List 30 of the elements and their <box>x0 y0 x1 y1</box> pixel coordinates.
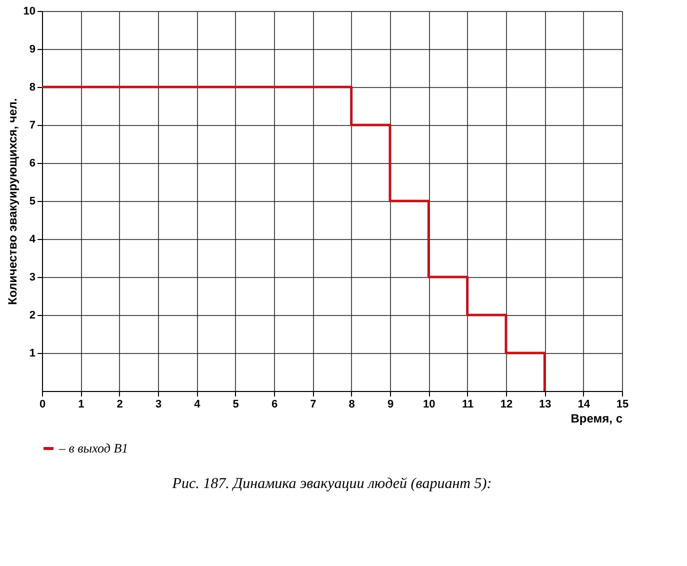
y-tick-label: 1 <box>29 348 36 360</box>
x-tick-label: 8 <box>348 398 355 410</box>
x-tick-label: 7 <box>310 398 316 410</box>
x-tick-label: 0 <box>39 398 46 410</box>
x-axis-title: Время, с <box>570 412 623 426</box>
y-tick-label: 4 <box>29 234 36 246</box>
y-tick-label: 10 <box>23 6 36 18</box>
x-tick-label: 10 <box>423 398 436 410</box>
x-tick-label: 12 <box>500 398 513 410</box>
x-tick-label: 11 <box>462 398 474 410</box>
y-tick-label: 3 <box>29 272 36 284</box>
x-tick-label: 13 <box>539 398 552 410</box>
y-tick-label: 8 <box>29 82 36 94</box>
x-tick-label: 2 <box>116 398 123 410</box>
x-tick-label: 15 <box>616 398 629 410</box>
x-tick-label: 1 <box>78 398 84 410</box>
x-tick-label: 6 <box>271 398 278 410</box>
y-tick-label: 2 <box>29 310 36 322</box>
y-tick-label: 9 <box>29 44 36 56</box>
x-tick-label: 9 <box>387 398 394 410</box>
y-tick-label: 5 <box>29 196 36 208</box>
x-tick-label: 14 <box>578 398 591 410</box>
x-tick-label: 3 <box>155 398 162 410</box>
text: Рис. 187. Динамика эвакуации людей (вариант 5): <box>171 476 492 492</box>
legend-label: – в выход В1 <box>58 440 128 456</box>
y-tick-label: 7 <box>29 120 36 132</box>
y-axis-title: Количество эвакуирующихся, чел. <box>5 98 20 305</box>
x-tick-label: 4 <box>194 398 202 410</box>
y-tick-label: 6 <box>29 158 36 170</box>
x-tick-label: 5 <box>232 398 239 410</box>
